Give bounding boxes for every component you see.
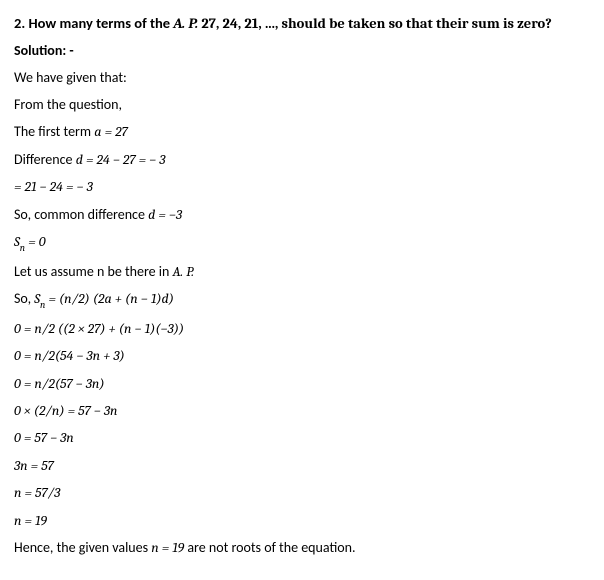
math-span: = 0 [25, 233, 45, 250]
solution-line: Let us assume n be there in A. P. [14, 263, 592, 282]
math-span: n = 57/3 [14, 484, 60, 501]
question-sequence: 27, 24, 21, ..., should be taken so that… [198, 15, 552, 32]
solution-line: = 21 − 24 = − 3 [14, 178, 592, 197]
ap-label: A. P. [173, 15, 198, 32]
text-span: So, [14, 290, 34, 307]
math-span: 0 = n/2 ((2 × 27) + (n − 1)(−3)) [14, 320, 184, 337]
solution-line: 0 = n/2(57 − 3n) [14, 375, 592, 394]
math-span: d = −3 [148, 206, 182, 223]
math-span: = (n/2) (2a + (n − 1)d) [45, 290, 174, 307]
math-span: 0 = n/2(57 − 3n) [14, 375, 105, 392]
text-span: are not roots of the equation. [184, 539, 355, 556]
solution-line: So, Sn = (n/2) (2a + (n − 1)d) [14, 290, 592, 311]
solution-line: 0 = n/2(54 − 3n + 3) [14, 347, 592, 366]
subscript: n [20, 242, 25, 254]
math-span: 0 = n/2(54 − 3n + 3) [14, 347, 125, 364]
solution-line: We have given that: [14, 69, 592, 88]
document-container: 2. How many terms of the A. P. 27, 24, 2… [0, 0, 604, 580]
math-span: 0 = 57 − 3n [14, 429, 74, 446]
math-span: = 21 − 24 = − 3 [14, 178, 93, 195]
math-span: 3n = 57 [14, 457, 54, 474]
math-span: n = 19 [14, 512, 47, 529]
solution-line: Hence, the given values n = 19 are not r… [14, 539, 592, 558]
math-span: a = 27 [94, 123, 127, 140]
question-text: 2. How many terms of the A. P. 27, 24, 2… [14, 14, 592, 34]
solution-line: From the question, [14, 96, 592, 115]
solution-line: 3n = 57 [14, 457, 592, 476]
solution-line: n = 19 [14, 512, 592, 531]
solution-line: The first term a = 27 [14, 123, 592, 142]
solution-line: Difference d = 24 − 27 = − 3 [14, 151, 592, 170]
math-span: 0 × (2/n) = 57 − 3n [14, 402, 117, 419]
text-span: Hence, the given values [14, 539, 151, 556]
question-prefix: 2. How many terms of the [14, 14, 173, 32]
text-span: So, common difference [14, 206, 148, 223]
solution-label: Solution: - [14, 42, 592, 59]
solution-line: 0 × (2/n) = 57 − 3n [14, 402, 592, 421]
solution-line: Sn = 0 [14, 233, 592, 254]
math-span: n = 19 [151, 539, 184, 556]
solution-line: So, common difference d = −3 [14, 206, 592, 225]
math-span: A. P. [173, 263, 195, 280]
text-span: The first term [14, 123, 94, 140]
solution-line: 0 = n/2 ((2 × 27) + (n − 1)(−3)) [14, 320, 592, 339]
math-span: S [14, 233, 20, 250]
subscript: n [40, 299, 45, 311]
text-span: Let us assume n be there in [14, 263, 173, 280]
text-span: Difference [14, 151, 76, 168]
solution-line: n = 57/3 [14, 484, 592, 503]
math-span: d = 24 − 27 = − 3 [76, 151, 166, 168]
solution-line: 0 = 57 − 3n [14, 429, 592, 448]
